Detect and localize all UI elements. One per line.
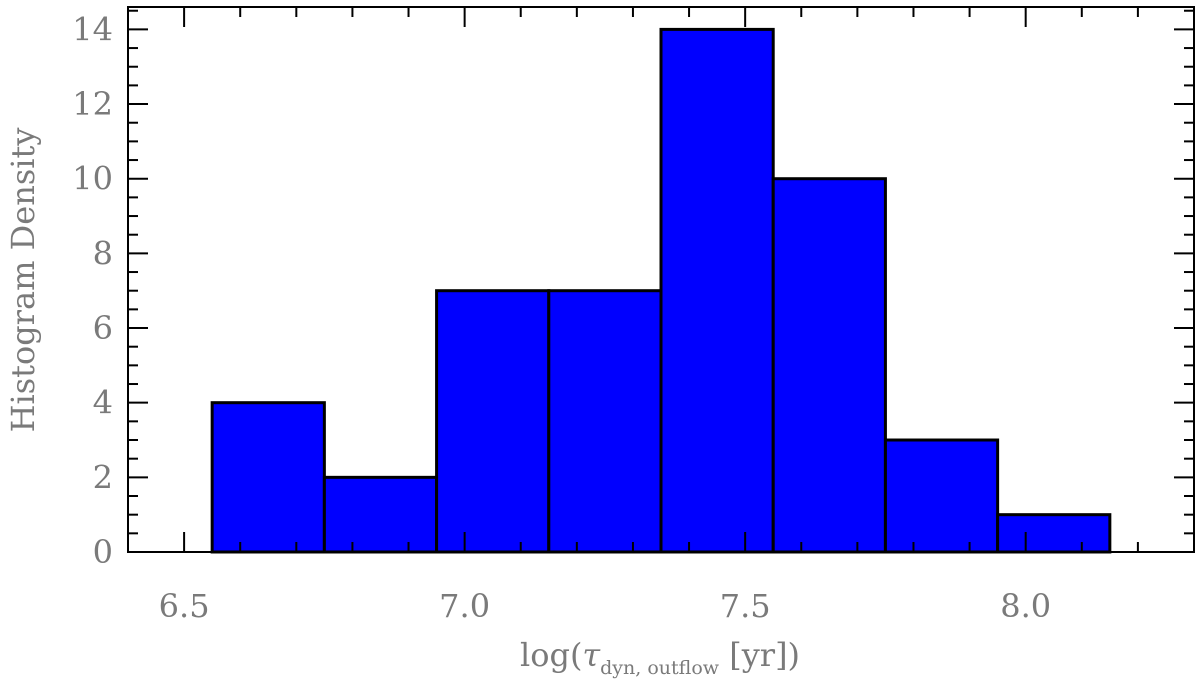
tick-labels-group: 6.5 7.0 7.5 8.0 0 2 4 6 8 10 12 14 (72, 10, 1051, 625)
histogram-bar-3 (435, 289, 551, 554)
x-axis-title: log(τdyn, outflow [yr]) (520, 636, 800, 679)
y-tick-label-1: 0 (93, 533, 113, 571)
histogram-bar-2 (322, 475, 439, 554)
histogram-bar-1 (210, 401, 326, 554)
ticks-group (128, 7, 1194, 553)
y-tick-label-3: 4 (93, 384, 113, 422)
y-tick-label-4: 6 (93, 309, 113, 347)
histogram-bar-4 (547, 289, 663, 554)
y-tick-label-8: 14 (72, 10, 113, 48)
x-tick-label-1: 6.5 (159, 587, 210, 625)
x-tick-label-4: 8.0 (1000, 587, 1051, 625)
histogram-bar-6 (771, 177, 887, 554)
y-tick-label-7: 12 (72, 85, 113, 123)
x-axis-title-subscript: dyn, outflow (600, 657, 720, 679)
x-tick-label-2: 7.0 (439, 587, 490, 625)
y-tick-label-6: 10 (72, 160, 113, 198)
histogram-bar-5 (659, 27, 775, 554)
histogram-bar-7 (883, 438, 1000, 554)
bars-group (210, 27, 1112, 554)
y-tick-label-2: 2 (93, 458, 113, 496)
y-axis-title: Histogram Density (4, 128, 42, 433)
x-tick-label-3: 7.5 (720, 587, 771, 625)
histogram-bar-8 (996, 513, 1112, 554)
x-axis-title-prefix: log( (520, 636, 582, 674)
x-axis-title-suffix: [yr]) (719, 636, 800, 674)
y-tick-label-5: 8 (93, 234, 113, 272)
plot-frame (127, 6, 1195, 553)
x-axis-title-symbol: τ (582, 636, 601, 674)
